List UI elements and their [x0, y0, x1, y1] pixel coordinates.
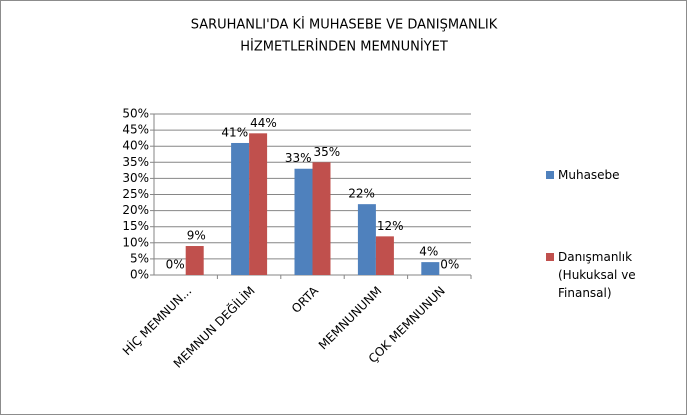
y-tick-label: 50%: [122, 107, 149, 121]
legend-item: Muhasebe: [546, 166, 676, 184]
y-tick-label: 0%: [130, 268, 149, 282]
bar: [421, 262, 440, 275]
y-tick-label: 10%: [122, 235, 149, 249]
y-tick-label: 15%: [122, 219, 149, 233]
legend-swatch: [546, 253, 554, 261]
x-tick-label: ORTA: [289, 283, 322, 316]
y-tick-label: 40%: [122, 139, 149, 153]
legend-label: Danışmanlık (Hukuksal ve Finansal): [558, 250, 636, 300]
legend: Muhasebe Danışmanlık (Hukuksal ve Finansa…: [546, 166, 676, 366]
legend-swatch: [546, 171, 554, 179]
y-tick-label: 45%: [122, 123, 149, 137]
data-label: 9%: [187, 229, 206, 243]
data-label: 33%: [285, 151, 312, 165]
x-tick-label: MEMNUNUNM: [316, 284, 385, 353]
data-label: 41%: [221, 125, 248, 139]
y-tick-label: 20%: [122, 203, 149, 217]
y-tick-label: 35%: [122, 155, 149, 169]
data-label: 12%: [377, 219, 404, 233]
bar: [357, 204, 376, 275]
bar: [185, 246, 204, 275]
y-tick-label: 30%: [122, 171, 149, 185]
bar: [375, 236, 394, 275]
legend-item: Danışmanlık (Hukuksal ve Finansal): [546, 248, 676, 302]
data-label: 44%: [250, 116, 277, 130]
x-tick-label: HİÇ MEMNUN...: [119, 283, 194, 358]
data-label: 0%: [166, 258, 185, 272]
data-label: 4%: [419, 245, 438, 259]
bar: [294, 168, 313, 275]
data-label: 0%: [440, 258, 459, 272]
data-label: 35%: [314, 145, 341, 159]
y-tick-label: 25%: [122, 187, 149, 201]
y-tick-label: 5%: [130, 251, 149, 265]
chart-title: HİZMETLERİNDEN MEMNUNİYET: [240, 39, 448, 55]
chart-title: SARUHANLI'DA Kİ MUHASEBE VE DANIŞMANLIK: [191, 17, 498, 33]
bar: [249, 133, 268, 275]
data-label: 22%: [348, 187, 375, 201]
bar: [312, 162, 331, 275]
legend-label: Muhasebe: [558, 168, 620, 182]
bar: [231, 142, 250, 275]
